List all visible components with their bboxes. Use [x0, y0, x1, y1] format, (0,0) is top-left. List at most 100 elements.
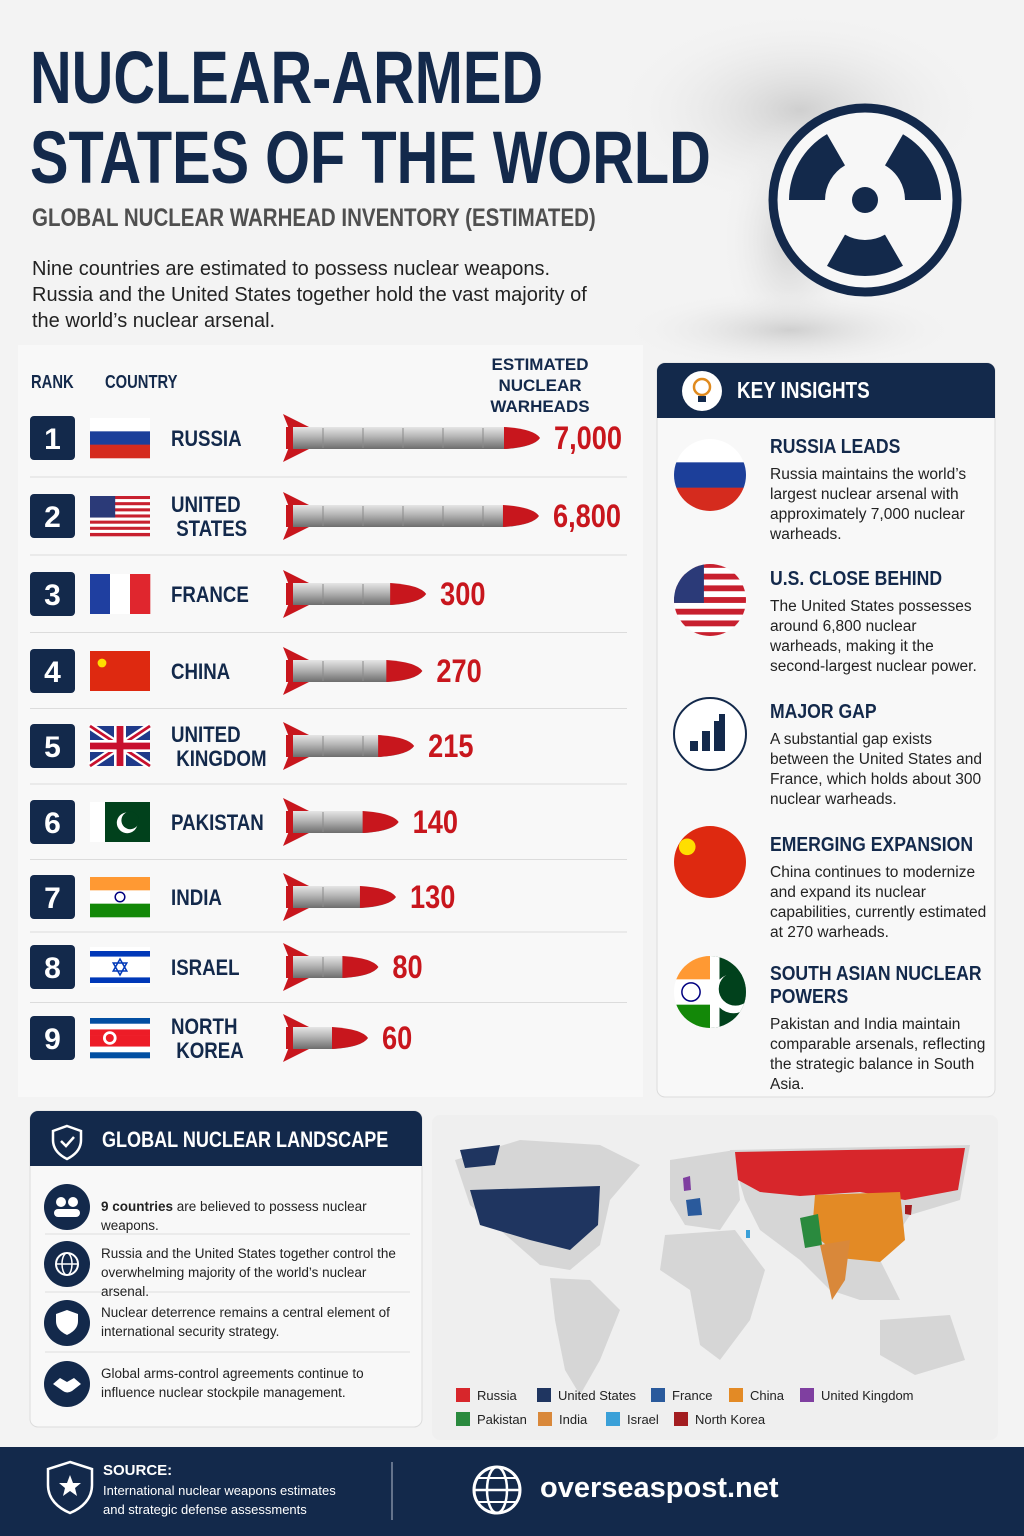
map-region [460, 1145, 600, 1250]
value-label: 215 [428, 729, 473, 765]
missile [283, 1014, 368, 1062]
map-region [683, 1176, 691, 1191]
title-line: STATES OF THE WORLD [30, 116, 711, 199]
rank-box [30, 724, 75, 768]
flag-stripe [674, 626, 746, 633]
rank-label: 6 [44, 807, 61, 840]
missile-fin [283, 1014, 313, 1062]
legend-label: North Korea [695, 1412, 766, 1427]
flag-stripe [674, 579, 746, 586]
flag-stripe [90, 529, 150, 534]
insight-bar-icon [690, 741, 698, 751]
flag-stripe [674, 462, 746, 488]
flag-field [674, 826, 746, 898]
flag-wheel [681, 982, 701, 1002]
missile-fin [283, 414, 313, 462]
legend-swatch [651, 1388, 665, 1402]
value-label: 80 [392, 950, 422, 986]
flag-stripe [90, 977, 150, 983]
category-label: ISRAEL [171, 957, 240, 981]
flag-stripe [90, 508, 150, 512]
flag-stripe [90, 903, 150, 918]
flag [90, 947, 150, 987]
missile-nose [359, 886, 396, 908]
insight-text: The United States possesses around 6,800… [770, 598, 977, 675]
title: NUCLEAR-ARMED STATES OF THE WORLD [30, 38, 903, 198]
missile-tail [286, 583, 293, 605]
map-regions [460, 1145, 965, 1300]
insight-text: Pakistan and India maintain comparable a… [770, 1016, 986, 1093]
insights-header [657, 363, 995, 418]
missile-nose [504, 427, 540, 449]
flag [90, 802, 150, 842]
insight: U.S. CLOSE BEHIND The United States posse… [770, 568, 988, 677]
missile [283, 798, 399, 846]
flag-stripe [674, 620, 746, 627]
value-header: ESTIMATED NUCLEAR WARHEADS [490, 355, 590, 416]
category-label: UNITED KINGDOM [171, 724, 267, 772]
missile-fin [283, 722, 313, 770]
flag-stripe [90, 514, 150, 518]
missile-nose [378, 735, 415, 757]
flag-crescent [121, 811, 139, 830]
flag-stripe [674, 439, 746, 463]
landscape-item: Nuclear deterrence remains a central ele… [101, 1305, 390, 1339]
flag-stripe [90, 505, 150, 509]
legend-swatch [606, 1412, 620, 1426]
flag-stripe [90, 802, 105, 842]
chart: 1 RUSSIA 7,000 2 UNITED STATES 6,800 3 FRANCE 30… [30, 414, 627, 1063]
value-label: 60 [382, 1021, 412, 1057]
map-legend: Russia United States France China United Kin… [456, 1388, 914, 1427]
missile-tail [286, 505, 293, 527]
flag-stripe [110, 574, 131, 614]
landscape-bold: 9 countries [101, 1199, 174, 1214]
flag [90, 1018, 150, 1059]
value-label: 300 [440, 577, 485, 613]
flag-star [105, 1034, 114, 1042]
insight-heading: SOUTH ASIAN NUCLEAR POWERS [770, 963, 982, 1008]
category-label: NORTH KOREA [171, 1016, 244, 1064]
missile-fin [283, 492, 313, 540]
insight-bar-icon [702, 731, 710, 751]
flag-stripe [90, 1035, 150, 1042]
flag-stripe [90, 1052, 150, 1059]
flag [90, 877, 150, 918]
category-label: UNITED STATES [171, 494, 247, 542]
rank-label: 5 [44, 731, 61, 764]
missile-fin [283, 873, 313, 921]
radiation-symbol [768, 103, 962, 297]
insight-heading: MAJOR GAP [770, 701, 877, 723]
country-header: COUNTRY [105, 372, 178, 392]
map-region [820, 1240, 850, 1300]
legend-swatch [800, 1388, 814, 1402]
flag-star [97, 658, 107, 668]
flag-star [111, 957, 129, 977]
flag-stripe [674, 573, 746, 580]
insight-text: A substantial gap exists between the Uni… [770, 731, 982, 808]
map-region [800, 1214, 822, 1248]
insight: SOUTH ASIAN NUCLEAR POWERS Pakistan and I… [770, 963, 988, 1095]
missile-fin [283, 798, 313, 846]
legend-label: United Kingdom [821, 1388, 914, 1403]
map-region [746, 1230, 750, 1238]
legend-swatch [456, 1388, 470, 1402]
missile [283, 647, 423, 695]
flag-stripe [90, 890, 150, 904]
flag-field [90, 651, 150, 691]
flag-stripe [90, 574, 111, 614]
flag-stripe [674, 564, 746, 569]
rank-header: RANK [31, 372, 74, 392]
value-label: 270 [436, 654, 481, 690]
insight: MAJOR GAP A substantial gap exists betwee… [770, 701, 988, 810]
missile-nose [332, 1027, 368, 1049]
value-label: 130 [410, 880, 455, 916]
flag-stripe [130, 574, 151, 614]
flag-stripe [90, 499, 150, 503]
category-label: CHINA [171, 661, 230, 685]
missile [283, 414, 540, 462]
flag-stripe [90, 511, 150, 515]
map-region [686, 1198, 702, 1216]
missile [283, 570, 427, 618]
flag [90, 574, 151, 614]
flag [88, 723, 152, 769]
